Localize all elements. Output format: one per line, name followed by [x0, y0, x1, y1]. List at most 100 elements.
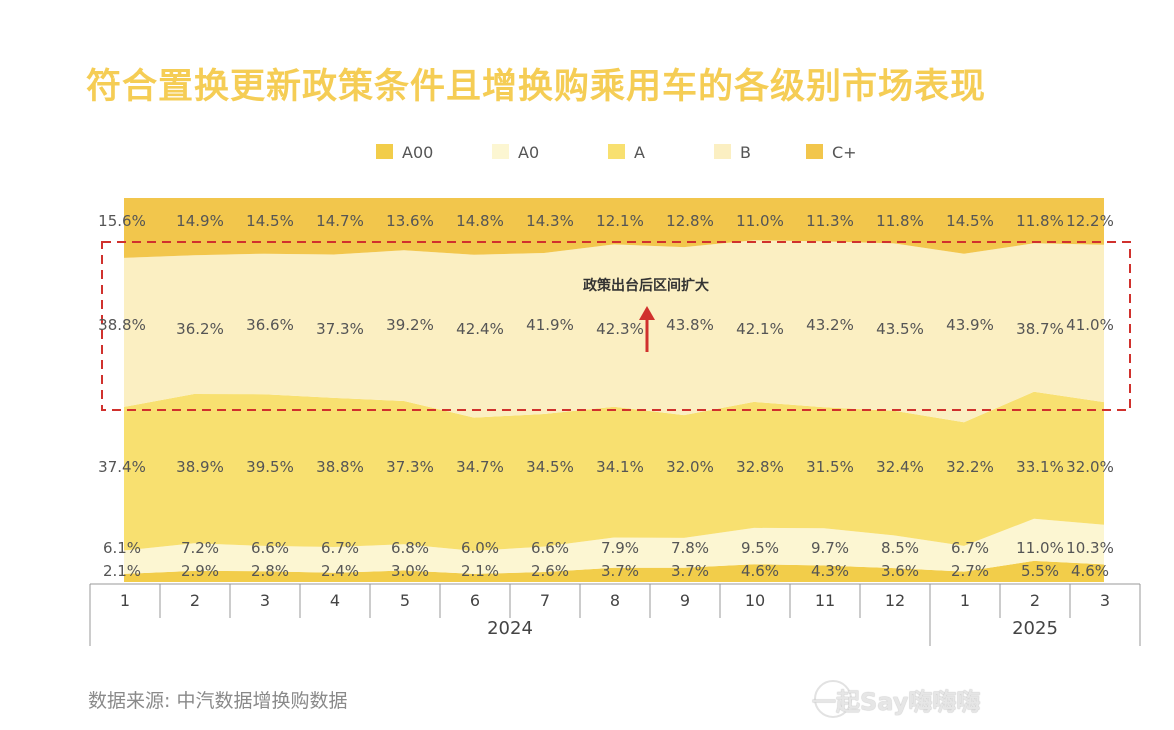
x-tick-label: 1: [120, 591, 130, 610]
value-label-c-plus: 11.3%: [806, 212, 854, 230]
value-label-b: 41.0%: [1066, 316, 1114, 334]
area-a0: [124, 518, 1104, 574]
value-label-a0: 6.1%: [103, 539, 141, 557]
value-label-a0: 11.0%: [1016, 539, 1064, 557]
value-label-c-plus: 11.0%: [736, 212, 784, 230]
value-label-c-plus: 14.9%: [176, 212, 224, 230]
value-label-a0: 6.8%: [391, 539, 429, 557]
value-label-a0: 7.8%: [671, 539, 709, 557]
value-label-a00: 2.9%: [181, 562, 219, 580]
area-a: [124, 391, 1104, 551]
value-label-c-plus: 14.8%: [456, 212, 504, 230]
value-label-c-plus: 11.8%: [876, 212, 924, 230]
x-tick-label: 3: [260, 591, 270, 610]
value-label-a0: 7.2%: [181, 539, 219, 557]
x-tick-label: 1: [960, 591, 970, 610]
watermark-avatar-icon: [814, 680, 852, 718]
x-tick-label: 3: [1100, 591, 1110, 610]
x-tick-label: 11: [815, 591, 835, 610]
legend-swatch-a: [608, 144, 625, 159]
value-label-a: 39.5%: [246, 458, 294, 476]
legend-label-a: A: [634, 143, 645, 162]
value-label-b: 38.8%: [98, 316, 146, 334]
x-tick-label: 5: [400, 591, 410, 610]
value-label-b: 36.6%: [246, 316, 294, 334]
value-label-a: 38.9%: [176, 458, 224, 476]
value-label-a00: 3.7%: [601, 562, 639, 580]
value-label-a00: 3.7%: [671, 562, 709, 580]
value-label-a0: 6.7%: [951, 539, 989, 557]
value-label-a: 31.5%: [806, 458, 854, 476]
x-year-label: 2025: [1012, 618, 1058, 639]
area-a00: [124, 560, 1104, 582]
value-label-b: 43.2%: [806, 316, 854, 334]
value-label-a00: 3.0%: [391, 562, 429, 580]
value-label-a00: 2.8%: [251, 562, 289, 580]
value-label-a: 32.0%: [1066, 458, 1114, 476]
value-label-c-plus: 12.8%: [666, 212, 714, 230]
value-label-a: 32.2%: [946, 458, 994, 476]
value-label-a: 34.7%: [456, 458, 504, 476]
value-label-a0: 10.3%: [1066, 539, 1114, 557]
value-label-a00: 5.5%: [1021, 562, 1059, 580]
annotation: 政策出台后区间扩大: [101, 241, 1131, 411]
value-label-a00: 4.6%: [741, 562, 779, 580]
x-tick-label: 8: [610, 591, 620, 610]
area-c-plus: [124, 198, 1104, 258]
value-label-c-plus: 11.8%: [1016, 212, 1064, 230]
value-label-c-plus: 14.3%: [526, 212, 574, 230]
value-label-b: 43.8%: [666, 316, 714, 334]
chart-title: 符合置换更新政策条件且增换购乘用车的各级别市场表现: [86, 67, 987, 107]
value-label-a: 32.8%: [736, 458, 784, 476]
x-tick-label: 10: [745, 591, 765, 610]
value-label-a00: 2.1%: [103, 562, 141, 580]
x-tick-label: 2: [190, 591, 200, 610]
x-year-label: 2024: [487, 618, 533, 639]
value-labels: 2.1% 2.9% 2.8% 2.4% 3.0% 2.1% 2.6% 3.7% 3.7% 4.6%…: [98, 212, 1114, 580]
value-label-a00: 2.7%: [951, 562, 989, 580]
value-label-c-plus: 15.6%: [98, 212, 146, 230]
area-layers: [124, 198, 1104, 582]
annotation-label: 政策出台后区间扩大: [583, 277, 709, 294]
value-label-a00: 4.3%: [811, 562, 849, 580]
value-label-b: 42.3%: [596, 320, 644, 338]
value-label-c-plus: 12.2%: [1066, 212, 1114, 230]
legend-swatch-a00: [376, 144, 393, 159]
legend: A00 A0 A B C+: [376, 143, 857, 162]
value-label-c-plus: 14.5%: [946, 212, 994, 230]
value-label-a00: 2.1%: [461, 562, 499, 580]
value-label-b: 43.5%: [876, 320, 924, 338]
value-label-a0: 6.7%: [321, 539, 359, 557]
value-label-a: 32.4%: [876, 458, 924, 476]
value-label-a0: 6.0%: [461, 539, 499, 557]
value-label-a00: 4.6%: [1071, 562, 1109, 580]
value-label-a: 33.1%: [1016, 458, 1064, 476]
legend-label-c-plus: C+: [832, 143, 857, 162]
legend-label-a00: A00: [402, 143, 433, 162]
legend-swatch-b: [714, 144, 731, 159]
value-label-a: 37.4%: [98, 458, 146, 476]
value-label-a: 34.1%: [596, 458, 644, 476]
value-label-b: 42.4%: [456, 320, 504, 338]
value-label-c-plus: 14.7%: [316, 212, 364, 230]
value-label-a00: 2.4%: [321, 562, 359, 580]
value-label-a0: 6.6%: [531, 539, 569, 557]
x-tick-label: 2: [1030, 591, 1040, 610]
value-label-a0: 8.5%: [881, 539, 919, 557]
x-tick-label: 7: [540, 591, 550, 610]
value-label-a: 37.3%: [386, 458, 434, 476]
x-tick-label: 6: [470, 591, 480, 610]
annotation-dashed-box: [101, 241, 1131, 411]
value-label-b: 42.1%: [736, 320, 784, 338]
annotation-arrow-icon: [639, 306, 655, 320]
value-label-a: 34.5%: [526, 458, 574, 476]
value-label-b: 37.3%: [316, 320, 364, 338]
value-label-c-plus: 13.6%: [386, 212, 434, 230]
value-label-b: 41.9%: [526, 316, 574, 334]
value-label-a: 38.8%: [316, 458, 364, 476]
x-tick-label: 4: [330, 591, 340, 610]
source-note: 数据来源: 中汽数据增换购数据: [88, 690, 348, 712]
value-label-b: 39.2%: [386, 316, 434, 334]
watermark: 一起Say嗨嗨嗨: [812, 688, 981, 716]
